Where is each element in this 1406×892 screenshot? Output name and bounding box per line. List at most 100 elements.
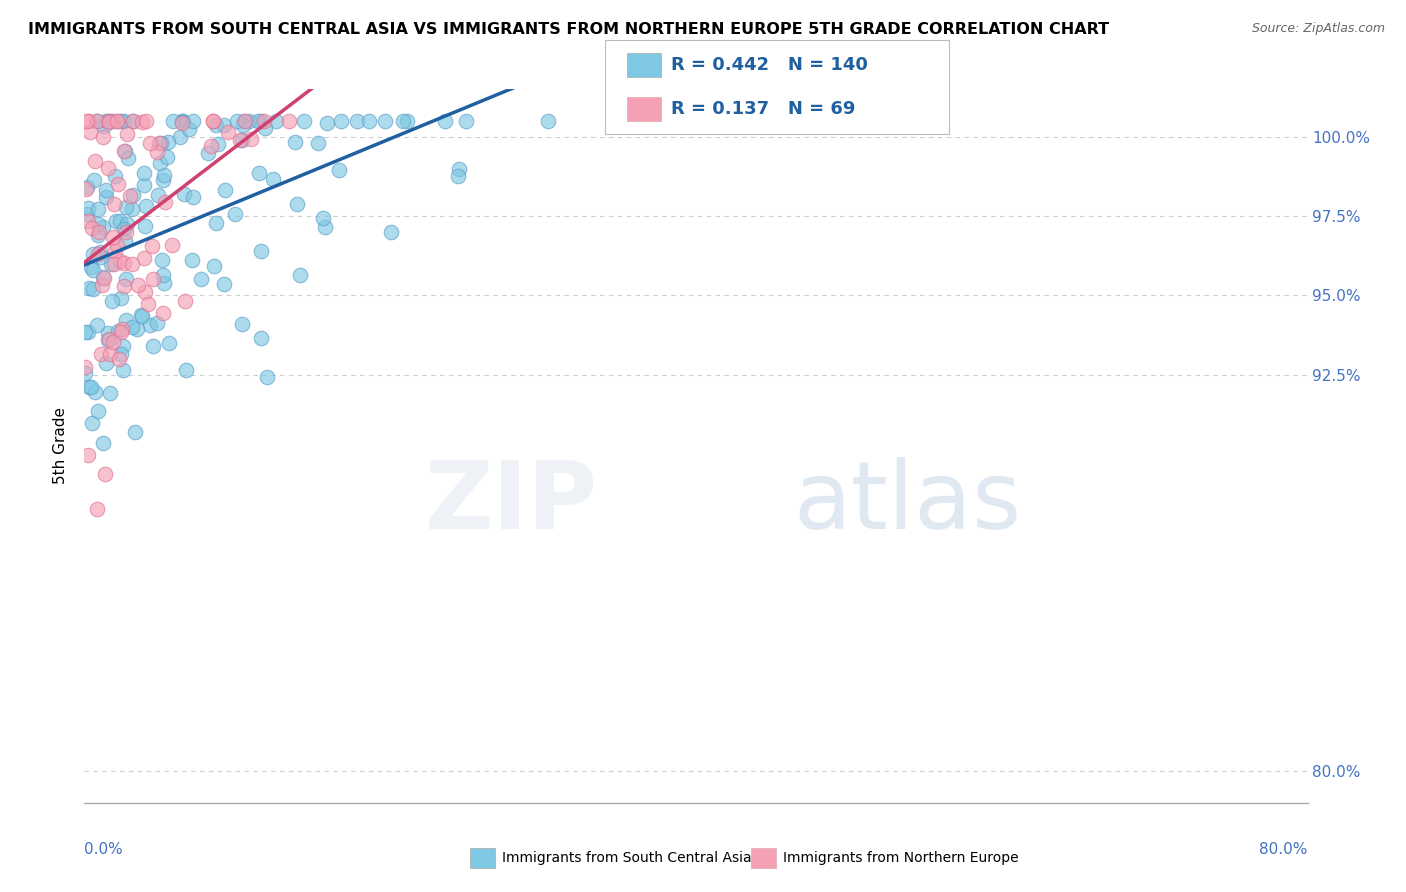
Point: [156, 150, 179, 164]
Point: [312, 211, 335, 225]
Point: [132, 166, 155, 180]
Point: [91, 130, 114, 145]
Point: [134, 285, 156, 299]
Point: [180, 252, 202, 267]
Point: [284, 135, 307, 149]
Point: [307, 136, 329, 151]
Point: [91, 220, 114, 235]
Point: [170, 116, 193, 130]
Point: [80, 380, 103, 394]
Point: [105, 214, 128, 228]
Point: [84, 385, 107, 400]
Point: [170, 114, 193, 128]
Point: [90, 278, 112, 293]
Point: [537, 114, 560, 128]
Point: [97, 326, 120, 340]
Point: [131, 115, 153, 129]
Point: [447, 169, 470, 183]
Text: atlas: atlas: [794, 457, 1022, 549]
Point: [148, 136, 170, 150]
Point: [314, 220, 336, 235]
Point: [93, 467, 115, 481]
Point: [146, 316, 169, 330]
Point: [152, 173, 174, 187]
Point: [157, 335, 180, 350]
Point: [217, 125, 239, 139]
Point: [97, 333, 120, 347]
Point: [277, 114, 299, 128]
Point: [169, 130, 191, 145]
Point: [96, 183, 118, 197]
Point: [77, 214, 100, 228]
Point: [197, 145, 219, 160]
Point: [87, 217, 110, 231]
Point: [228, 133, 250, 147]
Point: [232, 118, 254, 132]
Point: [122, 187, 145, 202]
Point: [142, 339, 165, 353]
Point: [114, 145, 136, 159]
Point: [101, 230, 124, 244]
Point: [75, 325, 97, 339]
Point: [93, 120, 115, 134]
Point: [103, 196, 125, 211]
Point: [77, 326, 100, 340]
Point: [174, 363, 197, 377]
Point: [94, 190, 117, 204]
Text: 0.0%: 0.0%: [84, 842, 124, 856]
Point: [135, 114, 157, 128]
Point: [127, 278, 149, 293]
Point: [233, 114, 256, 128]
Point: [80, 416, 103, 430]
Point: [174, 294, 197, 309]
Point: [135, 199, 157, 213]
Point: [181, 189, 204, 203]
Point: [449, 161, 471, 176]
Point: [346, 114, 368, 128]
Point: [86, 318, 108, 333]
Point: [97, 114, 120, 128]
Point: [94, 114, 117, 128]
Point: [288, 268, 311, 282]
Point: [190, 272, 212, 286]
Point: [152, 169, 174, 183]
Point: [145, 145, 167, 159]
Point: [149, 156, 172, 170]
Point: [202, 260, 225, 274]
Point: [98, 114, 121, 128]
Point: [77, 448, 100, 462]
Point: [250, 114, 273, 128]
Point: [136, 297, 159, 311]
Point: [152, 268, 174, 282]
Point: [139, 136, 162, 150]
Point: [292, 114, 315, 128]
Point: [264, 114, 287, 128]
Point: [121, 320, 143, 334]
Point: [149, 136, 172, 151]
Point: [112, 144, 135, 158]
Point: [233, 114, 256, 128]
Point: [157, 135, 180, 149]
Point: [231, 318, 253, 332]
Point: [117, 217, 139, 231]
Point: [103, 258, 125, 272]
Point: [105, 114, 128, 128]
Point: [98, 347, 121, 361]
Point: [110, 291, 132, 305]
Point: [131, 310, 153, 324]
Point: [79, 281, 101, 295]
Point: [173, 186, 195, 201]
Point: [212, 118, 235, 132]
Point: [256, 369, 278, 384]
Point: [330, 114, 353, 128]
Point: [112, 278, 135, 293]
Point: [249, 244, 271, 258]
Text: Source: ZipAtlas.com: Source: ZipAtlas.com: [1251, 22, 1385, 36]
Point: [82, 247, 104, 261]
Point: [115, 127, 138, 141]
Point: [79, 125, 101, 139]
Point: [112, 256, 135, 270]
Point: [79, 379, 101, 393]
Point: [214, 277, 236, 292]
Point: [121, 202, 143, 216]
